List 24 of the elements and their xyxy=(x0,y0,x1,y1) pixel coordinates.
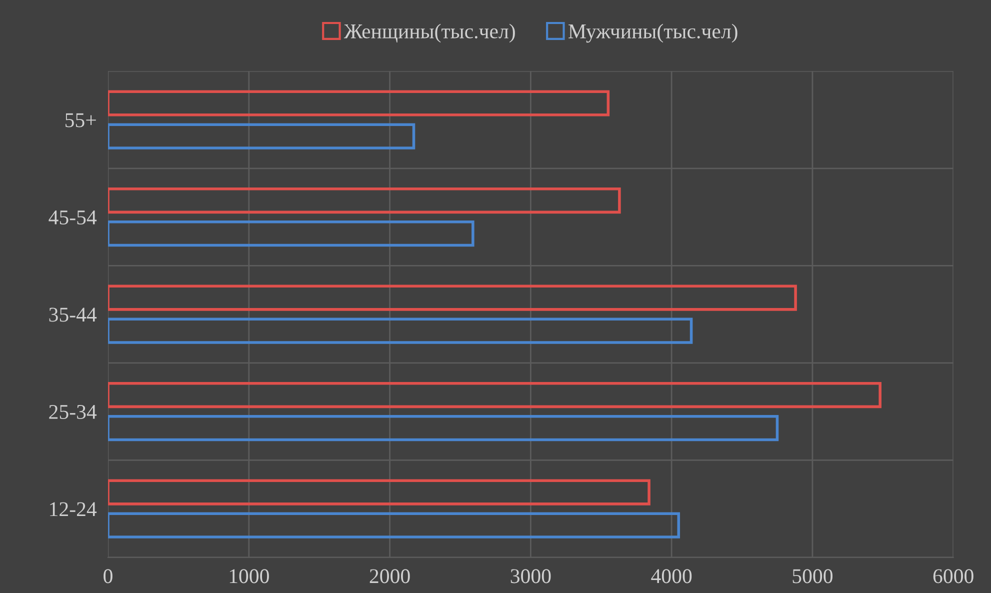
y-tick-label: 45-54 xyxy=(48,210,97,224)
y-tick-label: 35-44 xyxy=(49,308,97,322)
bar xyxy=(108,90,610,116)
x-tick-label: 6000 xyxy=(933,569,974,584)
x-tick-label: 4000 xyxy=(651,569,692,584)
bar xyxy=(108,220,474,247)
x-tick-label: 0 xyxy=(104,569,112,584)
bar xyxy=(108,512,680,538)
legend-label: Мужчины(тыс.чел) xyxy=(568,24,738,43)
bar xyxy=(108,284,797,311)
x-tick-label: 3000 xyxy=(510,569,551,584)
bar xyxy=(108,123,416,150)
x-tick-label: 2000 xyxy=(370,569,410,584)
bar xyxy=(108,187,621,214)
y-tick-label: 55+ xyxy=(66,113,96,128)
bar xyxy=(108,382,882,408)
bar xyxy=(108,479,650,506)
y-tick-label: 12-24 xyxy=(50,502,97,516)
x-tick-label: 5000 xyxy=(792,569,832,584)
legend-label: Женщины(тыс.чел) xyxy=(344,24,515,43)
x-tick-label: 1000 xyxy=(230,569,269,584)
y-tick-label: 25-34 xyxy=(49,404,97,419)
bar xyxy=(108,415,779,442)
bar xyxy=(108,318,693,344)
